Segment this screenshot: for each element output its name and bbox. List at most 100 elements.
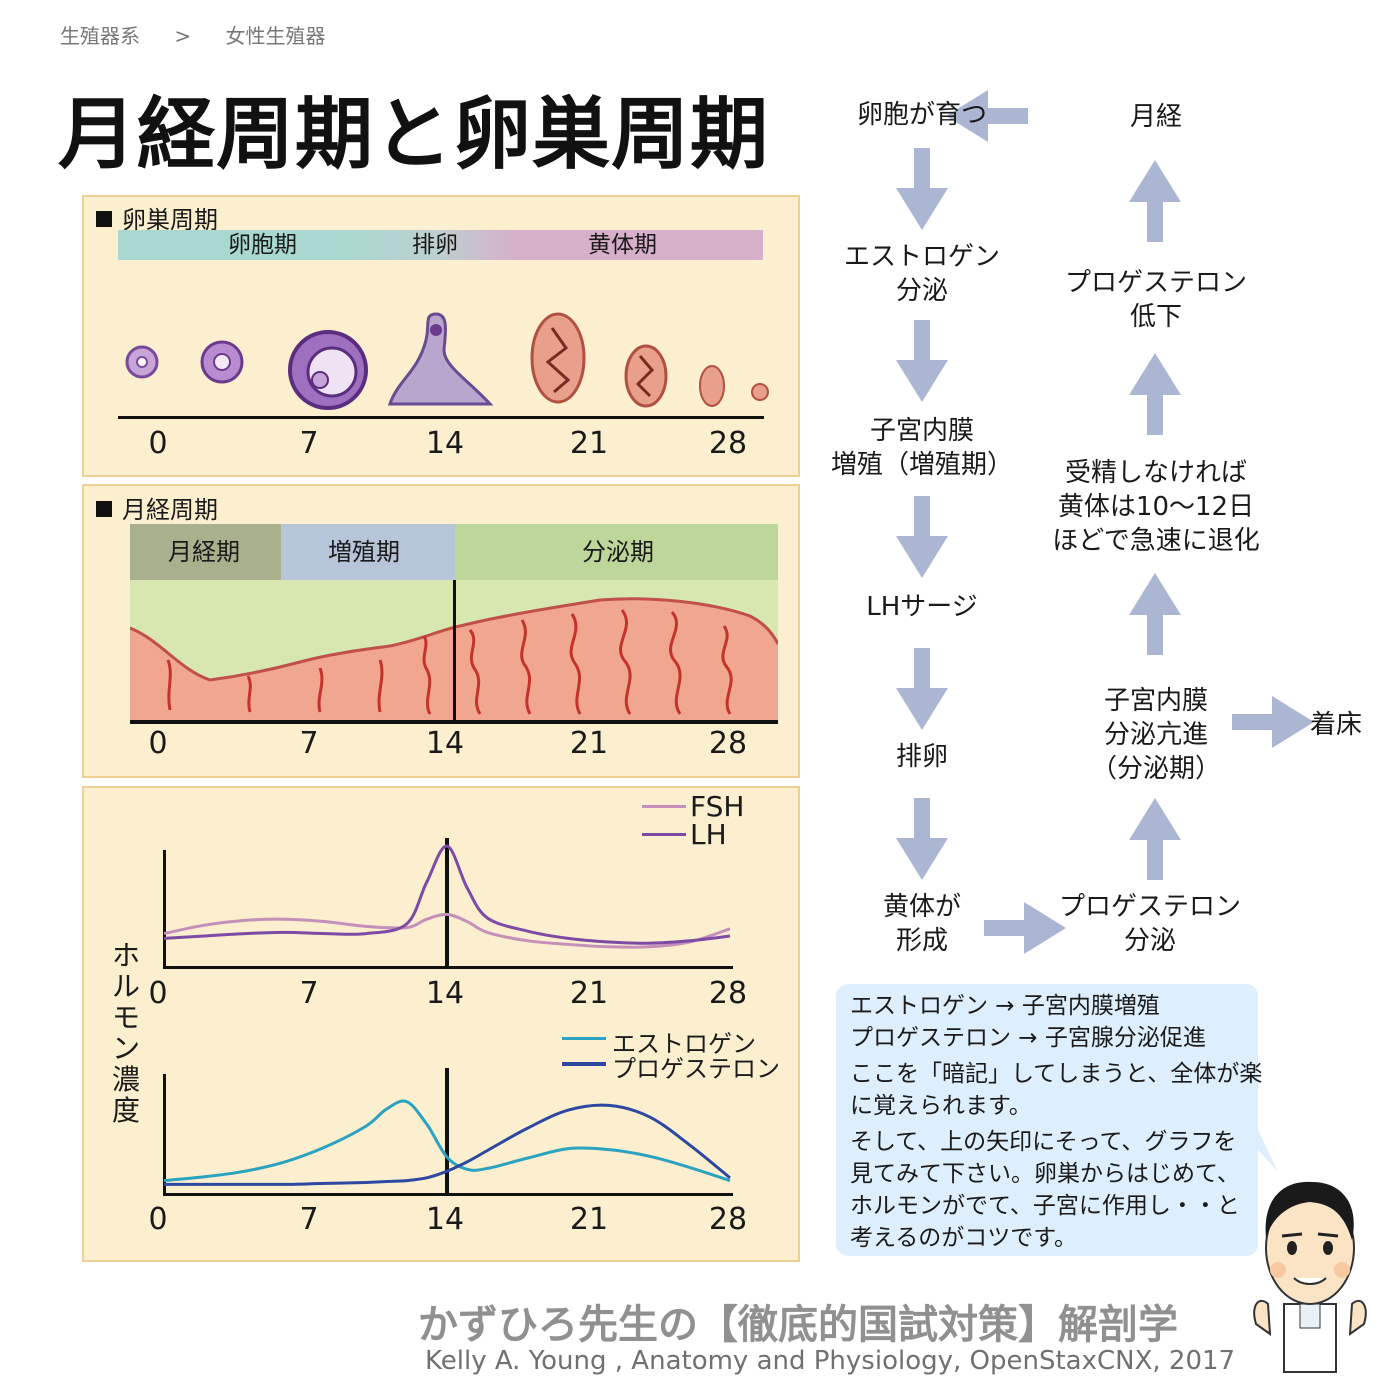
- day-14-marker: [453, 580, 456, 724]
- ovarian-axis: [118, 416, 764, 419]
- phase-block-menstrual: [130, 524, 281, 580]
- arrow-down-icon: [896, 798, 948, 880]
- breadcrumb-item[interactable]: 女性生殖器: [225, 24, 326, 48]
- endometrium-illustration: [130, 580, 778, 724]
- phase-secretory: 分泌期: [582, 538, 654, 566]
- legend-progesterone: プロゲステロン: [612, 1055, 780, 1083]
- follicle-primordial: [125, 345, 159, 379]
- ovarian-phase-bar: [118, 230, 763, 260]
- phase-luteal: 黄体期: [588, 232, 657, 258]
- tick-label: 0: [148, 1202, 168, 1237]
- bottom-day-14-marker: [445, 1068, 449, 1196]
- breadcrumb-item[interactable]: 生殖器系: [60, 24, 140, 48]
- menstrual-cycle-label: 月経周期: [96, 490, 218, 525]
- arrow-down-icon: [896, 148, 948, 230]
- note-line: 見てみて下さい。卵巣からはじめて、: [850, 1161, 1240, 1187]
- flow-progesterone-secretion: プロゲステロン 分泌: [1058, 892, 1241, 956]
- follicle-illustration: [125, 312, 769, 410]
- legend-swatch-estrogen: [562, 1037, 606, 1040]
- phase-menstrual: 月経期: [168, 538, 240, 566]
- legend-fsh: FSH: [690, 790, 745, 823]
- note-box: エストロゲン → 子宮内膜増殖 プロゲステロン → 子宮腺分泌促進 ここを「暗記…: [836, 984, 1263, 1256]
- legend-swatch-progesterone: [562, 1062, 606, 1066]
- tick-label: 0: [148, 976, 168, 1011]
- note-line: そして、上の矢印にそって、グラフを: [850, 1129, 1237, 1155]
- square-bullet-icon: [96, 501, 112, 517]
- top-y-axis: [163, 850, 166, 968]
- tick-label: 14: [425, 726, 465, 761]
- flow-estrogen-secretion: エストロゲン 分泌: [843, 242, 1000, 306]
- speech-bubble-tail: [1240, 1130, 1278, 1172]
- arrow-down-icon: [896, 496, 948, 578]
- flow-lh-surge: LHサージ: [866, 592, 978, 622]
- note-line: 考えるのがコツです。: [850, 1225, 1078, 1251]
- tick-label: 14: [425, 976, 465, 1011]
- ovarian-cycle-label: 卵巣周期: [96, 200, 218, 235]
- tick-label: 0: [148, 426, 168, 461]
- endometrial-glands: [166, 609, 733, 715]
- note-line: ホルモンがでて、子宮に作用し・・と: [850, 1193, 1240, 1219]
- series-line-1: [164, 1103, 731, 1186]
- square-bullet-icon: [96, 211, 112, 227]
- arrow-down-icon: [896, 648, 948, 730]
- tick-label: 7: [299, 726, 319, 761]
- series-line-0: [163, 1099, 731, 1183]
- tick-label: 0: [148, 726, 168, 761]
- footer-credit: Kelly A. Young , Anatomy and Physiology,…: [425, 1346, 1236, 1376]
- note-line: プロゲステロン → 子宮腺分泌促進: [850, 1025, 1206, 1051]
- tick-label: 7: [299, 1202, 319, 1237]
- breadcrumb-separator: >: [174, 24, 192, 48]
- ovarian-phase-labels: 卵胞期 排卵 黄体期: [118, 230, 763, 260]
- phase-proliferative: 増殖期: [328, 538, 400, 566]
- flow-corpus-luteum-regresses: 受精しなければ 黄体は10〜12日 ほどで急速に退化: [1052, 458, 1260, 556]
- corpus-luteum: [530, 312, 769, 408]
- flow-endometrium-proliferation: 子宮内膜 増殖（増殖期）: [830, 416, 1013, 480]
- arrow-up-icon: [1129, 353, 1181, 435]
- series-line-0: [163, 912, 731, 949]
- bottom-y-axis: [163, 1074, 166, 1196]
- arrow-up-icon: [1129, 573, 1181, 655]
- tick-label: 28: [708, 426, 748, 461]
- hormone-charts: [163, 838, 733, 1196]
- arrow-up-icon: [1129, 798, 1181, 880]
- legend-swatch-fsh: [642, 805, 686, 808]
- note-line: に覚えられます。: [850, 1093, 1032, 1119]
- note-line: ここを「暗記」してしまうと、全体が楽: [850, 1061, 1263, 1087]
- hormone-panel: [82, 786, 800, 1262]
- arrow-up-icon: [1129, 160, 1181, 242]
- series-line-1: [163, 844, 731, 945]
- tick-label: 28: [708, 726, 748, 761]
- tick-label: 28: [708, 976, 748, 1011]
- tick-label: 28: [708, 1202, 748, 1237]
- phase-block-secretory: [455, 524, 778, 580]
- flow-follicle-grows: 卵胞が育つ: [856, 100, 987, 130]
- tick-label: 14: [425, 1202, 465, 1237]
- legend-swatch-lh: [642, 833, 686, 836]
- note-line: エストロゲン → 子宮内膜増殖: [850, 993, 1160, 1019]
- flow-ovulation: 排卵: [895, 742, 948, 772]
- tick-label: 21: [569, 1202, 609, 1237]
- tick-label: 21: [569, 426, 609, 461]
- arrow-down-icon: [896, 320, 948, 402]
- menstrual-phase-labels: 月経期 増殖期 分泌期: [130, 524, 778, 580]
- breadcrumb: 生殖器系 > 女性生殖器: [60, 20, 353, 49]
- tick-label: 21: [569, 726, 609, 761]
- flow-endometrium-secretion: 子宮内膜 分泌亢進 （分泌期）: [1090, 686, 1221, 784]
- page-title: 月経周期と卵巣周期: [58, 90, 770, 180]
- flow-menstruation: 月経: [1129, 102, 1182, 132]
- teacher-avatar: [1253, 1181, 1367, 1373]
- phase-block-proliferative: [281, 524, 455, 580]
- follicle-secondary: [288, 330, 368, 410]
- flow-progesterone-decrease: プロゲステロン 低下: [1064, 268, 1247, 332]
- legend-lh: LH: [690, 818, 727, 851]
- top-day-14-marker: [445, 838, 449, 968]
- legend-estrogen: エストロゲン: [612, 1030, 756, 1058]
- tick-label: 14: [425, 426, 465, 461]
- follicle-ovulating: [387, 312, 494, 406]
- phase-follicular: 卵胞期: [228, 232, 297, 258]
- tick-label: 7: [299, 976, 319, 1011]
- footer-title: かずひろ先生の【徹底的国試対策】解剖学: [418, 1302, 1178, 1348]
- flow-corpus-luteum-forms: 黄体が 形成: [882, 892, 961, 956]
- hormone-ylabel: ホルモン濃度: [111, 939, 140, 1127]
- tick-label: 7: [299, 426, 319, 461]
